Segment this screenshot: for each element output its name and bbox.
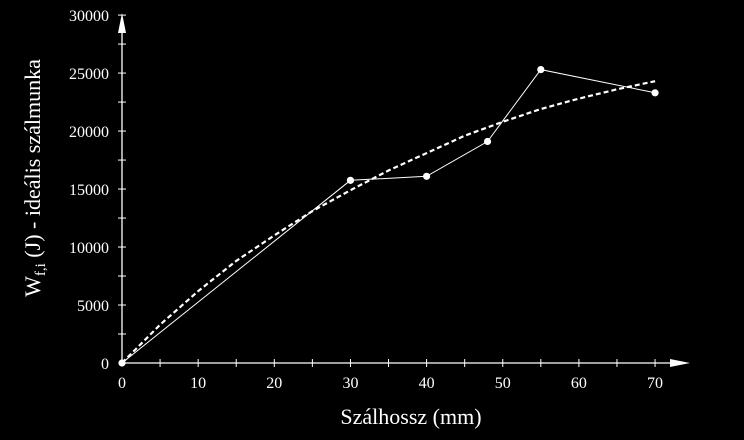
y-axis-title-subscript: f,i <box>33 263 49 276</box>
y-tick-label: 0 <box>101 356 109 373</box>
data-point <box>537 65 545 74</box>
x-tick-label: 0 <box>118 375 126 392</box>
y-axis-title-main: W <box>20 276 45 297</box>
data-point <box>651 89 659 97</box>
x-tick-label: 60 <box>571 375 587 392</box>
y-tick-label: 20000 <box>69 124 109 141</box>
data-line <box>121 69 656 364</box>
x-tick-label: 40 <box>419 375 435 392</box>
y-tick-label: 30000 <box>69 8 109 25</box>
data-point <box>483 137 492 146</box>
y-axis-title: Wf,i (J) - ideális szálmunka <box>20 59 49 297</box>
y-axis-title-rest: (J) - ideális szálmunka <box>20 59 45 263</box>
data-point <box>423 172 431 180</box>
y-tick-label: 15000 <box>69 182 109 199</box>
x-tick-label: 50 <box>495 375 511 392</box>
trend-line <box>121 80 656 364</box>
x-tick-label: 70 <box>647 375 663 392</box>
x-tick-label: 30 <box>342 375 358 392</box>
ticks <box>118 14 656 367</box>
y-tick-label: 25000 <box>69 66 109 83</box>
x-axis-arrow <box>670 359 690 367</box>
series-layer <box>118 65 659 367</box>
y-tick-label: 5000 <box>77 298 109 315</box>
axes <box>118 13 690 367</box>
x-tick-label: 10 <box>190 375 206 392</box>
x-tick-label: 20 <box>266 375 282 392</box>
x-axis-title: Szálhossz (mm) <box>340 404 481 429</box>
y-tick-label: 10000 <box>69 240 109 257</box>
y-axis-arrow <box>118 13 126 33</box>
tick-labels: 0 10 20 30 40 50 60 70 0 5000 10000 15000 20000 25000… <box>69 8 663 392</box>
data-point <box>346 176 355 184</box>
